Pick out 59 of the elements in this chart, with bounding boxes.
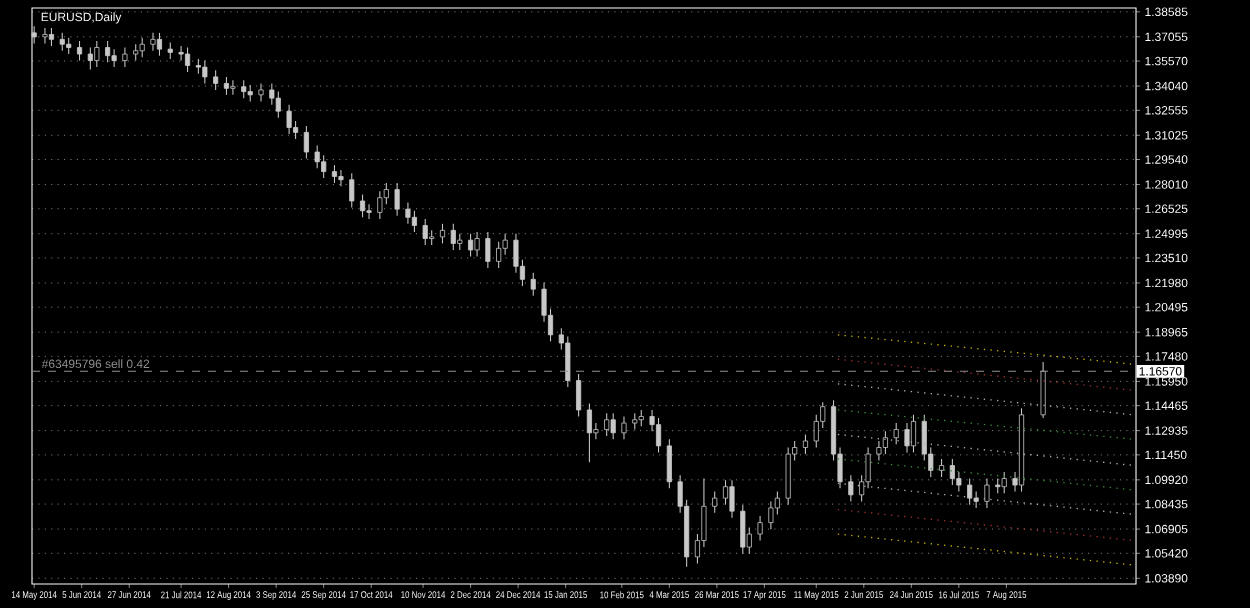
candlestick: [1040, 361, 1046, 419]
candlestick: [722, 479, 729, 506]
candlestick: [338, 169, 344, 187]
candlestick: [156, 32, 163, 57]
candlestick: [184, 46, 191, 73]
candlestick: [576, 373, 582, 418]
candlestick: [275, 91, 281, 119]
candlestick: [904, 422, 910, 453]
candlestick: [139, 37, 145, 58]
candlestick: [485, 231, 491, 269]
candlestick: [740, 504, 746, 555]
candlestick: [349, 172, 355, 209]
candlestick: [394, 182, 400, 217]
candlestick: [666, 438, 672, 489]
candlestick: [967, 477, 973, 506]
candlestick: [150, 32, 156, 52]
candlestick: [712, 491, 718, 514]
candlestick: [303, 125, 309, 160]
candlestick: [360, 193, 366, 218]
candlestick: [893, 422, 899, 445]
candlestick: [105, 40, 111, 63]
candlestick: [729, 479, 735, 519]
candlestick: [785, 446, 791, 506]
candlestick: [604, 412, 610, 437]
candlestick: [496, 241, 502, 269]
candlestick: [286, 104, 292, 135]
candlestick: [468, 233, 474, 258]
candlestick: [655, 417, 662, 453]
candlestick: [450, 223, 456, 251]
candlestick: [202, 60, 208, 84]
candlestick: [258, 82, 264, 102]
candlestick: [377, 190, 383, 220]
candlestick: [910, 414, 917, 453]
candlestick: [757, 515, 763, 542]
candlestick: [439, 223, 446, 244]
candlestick: [230, 79, 236, 96]
candlestick: [586, 402, 592, 463]
candlestick: [949, 458, 955, 486]
candlestick: [768, 500, 774, 530]
candlestick: [383, 182, 389, 205]
candlestick: [405, 202, 411, 225]
candlestick: [213, 69, 219, 91]
candlestick: [565, 335, 571, 388]
candlestick: [848, 474, 854, 502]
candlestick: [111, 48, 117, 68]
candlestick: [94, 40, 100, 68]
candlestick: [802, 433, 809, 455]
candlestick: [474, 231, 480, 258]
candlestick: [122, 46, 128, 68]
candlestick: [530, 272, 536, 297]
candlestick: [411, 210, 417, 233]
candlestick: [422, 218, 428, 246]
candlestick: [621, 415, 627, 440]
candlestick: [1001, 471, 1007, 494]
candlestick: [984, 477, 990, 509]
candlestick: [610, 412, 616, 440]
candlestick: [42, 27, 48, 44]
candlestick: [76, 40, 83, 62]
candlestick: [87, 46, 93, 71]
